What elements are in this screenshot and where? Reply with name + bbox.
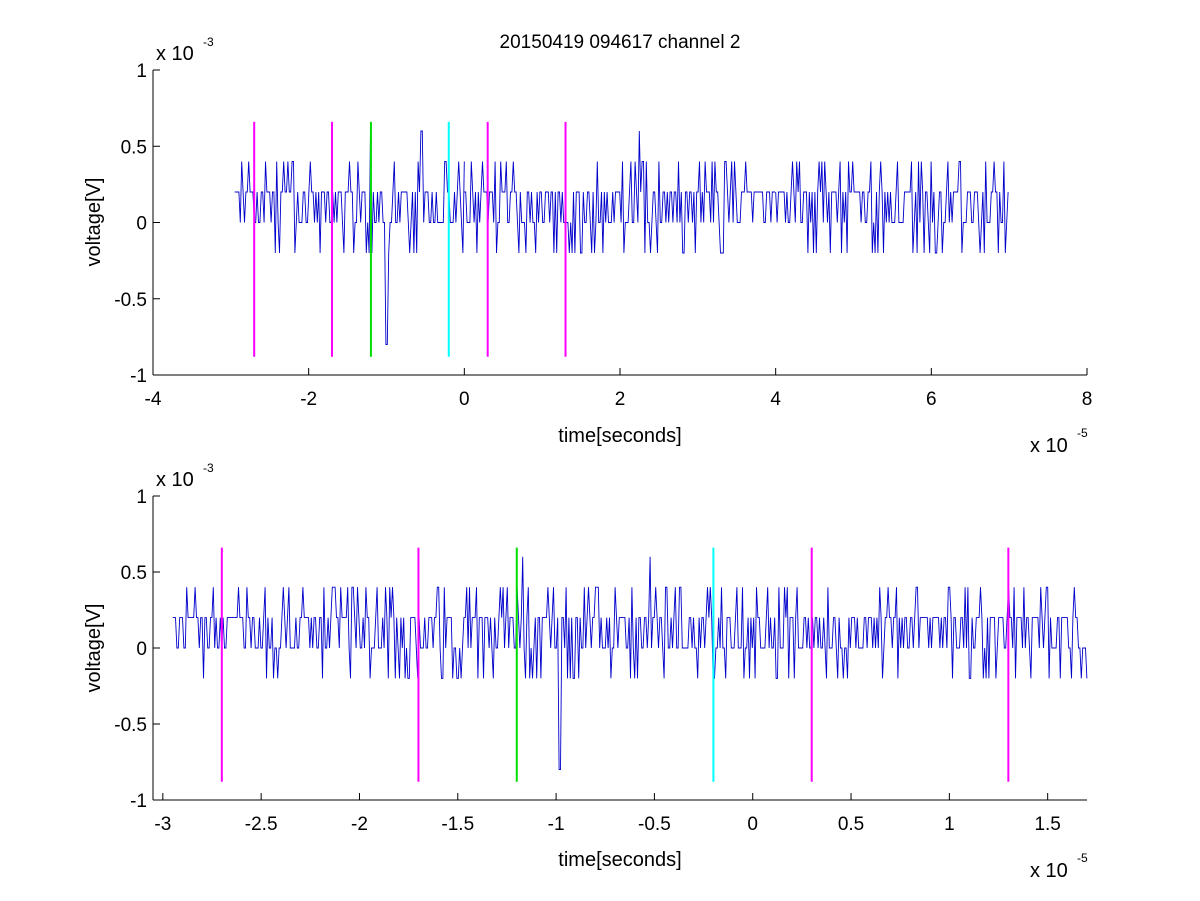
bottom-trace-segment: [172, 556, 1088, 771]
top-x-tick-label: 6: [926, 389, 937, 410]
bottom-ylabel: voltage[V]: [83, 604, 105, 693]
bottom-x-exponent-power: -5: [1077, 851, 1088, 865]
top-y-exponent: x 10 -3: [156, 35, 214, 65]
top-ylabel: voltage[V]: [83, 178, 105, 267]
bottom-x-tick-label: -0.5: [638, 814, 671, 835]
top-x-tick-label: 4: [770, 389, 781, 410]
top-x-exponent-base: x 10: [1030, 435, 1068, 457]
bottom-x-tick-label: 0: [747, 814, 758, 835]
bottom-plot: time[seconds] voltage[V] x 10 -3 x 10 -5…: [83, 461, 1088, 882]
top-y-tick-label: 0: [136, 214, 147, 235]
bottom-y-tick-label: -0.5: [114, 715, 147, 736]
bottom-x-tick-label: 1.5: [1034, 814, 1060, 835]
bottom-x-tick-label: -1.5: [441, 814, 474, 835]
top-y-exponent-base: x 10: [156, 43, 194, 65]
top-xlabel: time[seconds]: [558, 425, 681, 447]
bottom-y-exponent: x 10 -3: [156, 461, 214, 491]
bottom-x-tick-label: 0.5: [838, 814, 864, 835]
bottom-y-tick-label: 0: [136, 639, 147, 660]
bottom-y-tick-label: -1: [130, 791, 147, 812]
top-x-tick-label: 0: [459, 389, 470, 410]
bottom-x-tick-label: -1: [548, 814, 565, 835]
top-x-exponent-power: -5: [1077, 426, 1088, 440]
top-y-tick-label: -0.5: [114, 290, 147, 311]
bottom-x-exponent: x 10 -5: [1030, 851, 1088, 882]
bottom-x-tick-label: -2.5: [245, 814, 278, 835]
top-trace-segment: [775, 161, 1009, 254]
bottom-x-tick-label: -3: [154, 814, 171, 835]
top-x-tick-label: 2: [615, 389, 626, 410]
bottom-x-tick-label: -2: [351, 814, 368, 835]
top-plot: time[seconds] voltage[V] x 10 -3 x 10 -5…: [83, 35, 1092, 457]
top-trace-segment: [234, 130, 465, 345]
bottom-y-tick-label: 0.5: [121, 563, 147, 584]
bottom-xlabel: time[seconds]: [558, 849, 681, 871]
bottom-x-exponent-base: x 10: [1030, 860, 1068, 882]
top-x-tick-label: 8: [1082, 389, 1093, 410]
top-x-tick-label: -4: [145, 389, 162, 410]
top-x-exponent: x 10 -5: [1030, 426, 1088, 457]
figure-title: 20150419 094617 channel 2: [500, 32, 741, 53]
top-trace-segment: [464, 130, 776, 254]
bottom-y-tick-label: 1: [136, 487, 147, 508]
top-y-exponent-power: -3: [203, 35, 214, 49]
bottom-y-exponent-power: -3: [203, 461, 214, 475]
bottom-y-exponent-base: x 10: [156, 469, 194, 491]
top-x-tick-label: -2: [300, 389, 317, 410]
top-y-tick-label: -1: [130, 366, 147, 387]
top-y-tick-label: 0.5: [121, 137, 147, 158]
top-y-tick-label: 1: [136, 61, 147, 82]
bottom-x-tick-label: 1: [944, 814, 955, 835]
